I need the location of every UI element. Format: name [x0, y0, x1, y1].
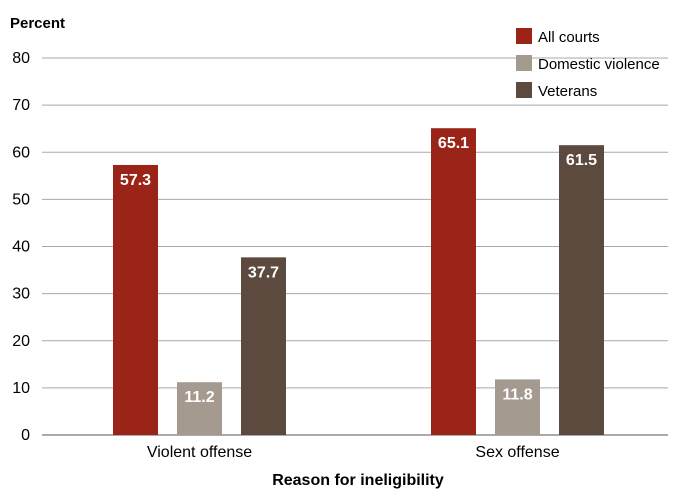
legend-label: Domestic violence — [538, 56, 660, 73]
category-labels: Violent offense Sex offense — [147, 444, 560, 461]
category-label: Sex offense — [475, 444, 559, 461]
data-label: 37.7 — [248, 264, 279, 281]
bar — [113, 164, 158, 435]
x-axis-label: Reason for ineligibility — [272, 472, 444, 489]
bar — [431, 128, 476, 435]
y-tick-label: 10 — [12, 380, 30, 397]
bar — [241, 257, 286, 435]
data-label: 61.5 — [566, 152, 597, 169]
category-label: Violent offense — [147, 444, 252, 461]
y-tick-label: 70 — [12, 97, 30, 114]
bar — [495, 379, 540, 435]
y-tick-label: 30 — [12, 286, 30, 303]
legend-swatch — [516, 55, 532, 71]
data-label: 11.8 — [502, 386, 532, 403]
bars — [113, 128, 604, 435]
y-tick-label: 40 — [12, 239, 30, 256]
data-label: 11.2 — [184, 389, 214, 406]
y-tick-label: 60 — [12, 144, 30, 161]
y-tick-label: 0 — [21, 427, 30, 444]
bar — [177, 382, 222, 435]
legend-swatch — [516, 28, 532, 44]
y-tick-label: 50 — [12, 191, 30, 208]
legend-swatch — [516, 82, 532, 98]
y-tick-label: 20 — [12, 333, 30, 350]
y-axis-label: Percent — [10, 15, 65, 32]
legend-label: Veterans — [538, 83, 597, 100]
y-tick-label: 80 — [12, 50, 30, 67]
legend: All courts Domestic violence Veterans — [516, 28, 660, 100]
data-label: 65.1 — [438, 135, 469, 152]
bar — [559, 145, 604, 435]
data-labels: 57.3 11.2 37.7 65.1 11.8 61.5 — [120, 135, 597, 406]
data-label: 57.3 — [120, 172, 151, 189]
legend-label: All courts — [538, 29, 600, 46]
y-tick-labels: 0 10 20 30 40 50 60 70 80 — [12, 50, 30, 444]
